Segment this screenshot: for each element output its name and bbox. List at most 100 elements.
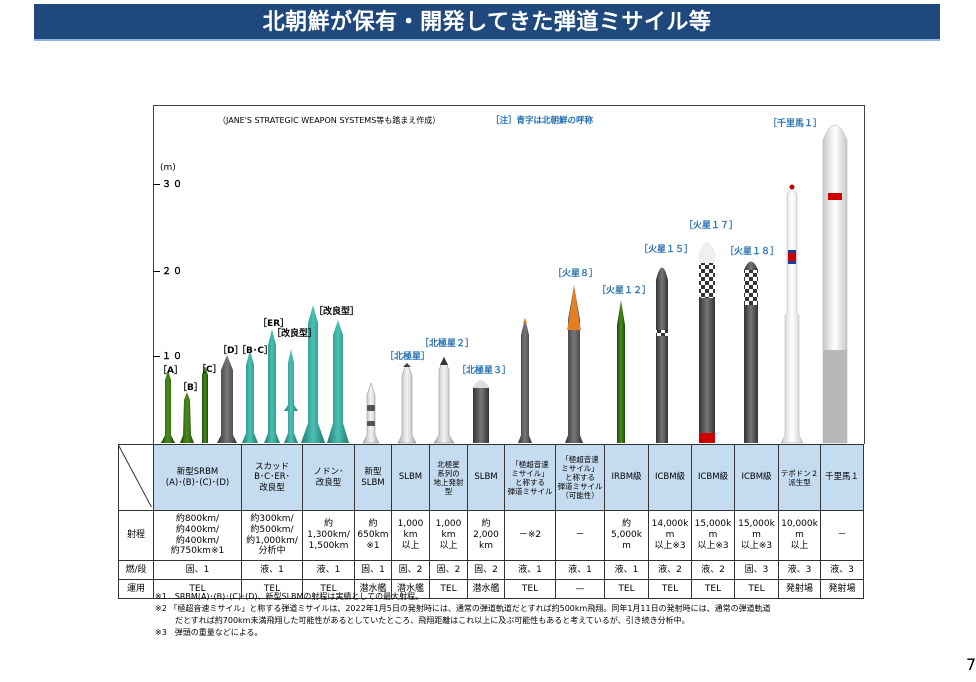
cell-text: 14,000k m 以上※3 <box>651 519 689 551</box>
col-header: 千里馬１ <box>820 444 864 511</box>
col-header: IRBM級 <box>604 444 649 511</box>
missile-spec-table: 新型SRBM (A)･(B)･(C)･(D) スカッド B･C･ER･ 改良型 … <box>118 444 864 599</box>
footnotes: ※1 SRBM(A)･(B)･(C)･(D)、新型SLBMの射程は実績としての最… <box>155 591 875 639</box>
range-cell: 約 1,300km/ 1,500km <box>302 510 355 561</box>
row-header-range: 射程 <box>118 510 154 561</box>
fuel-cell: 液、1 <box>302 560 355 580</box>
cell-text: 15,000k m 以上※3 <box>694 519 732 551</box>
label-pukguksong: ［北極星］ <box>385 352 431 362</box>
missile-scud-improved <box>284 349 298 443</box>
label-srbm-c: ［C］ <box>197 365 222 375</box>
cell-text: 10,000k m 以上 <box>781 519 818 551</box>
cell-text: 1,000 km 以上 <box>435 519 462 551</box>
range-cell: －※2 <box>504 510 556 561</box>
footnote-2: ※2 「極超音速ミサイル」と称する弾道ミサイルは、2022年1月5日の発射時には… <box>155 604 771 613</box>
fuel-cell: 液、1 <box>504 560 556 580</box>
missile-pukguksong-3 <box>473 380 489 443</box>
cell-text: 千里馬１ <box>824 472 859 483</box>
col-header: ICBM級 <box>648 444 692 511</box>
ops-cell: 潜水艦 <box>391 579 430 599</box>
cell-text: SLBM <box>474 472 498 483</box>
fuel-cell: 液、3 <box>778 560 821 580</box>
missile-srbm-b <box>180 392 194 443</box>
label-hwasong-15: ［火星１５］ <box>639 245 694 255</box>
range-cell: 1,000 km 以上 <box>429 510 468 561</box>
cell-text: 約800km/ 約400km/ 約400km/ 約750km※1 <box>170 513 225 557</box>
ops-cell: TEL <box>691 579 735 599</box>
cell-text: 約 2,000 km <box>473 519 499 551</box>
cell-text: 約 650km ※1 <box>357 519 389 551</box>
y-axis-unit: (m) <box>160 163 176 173</box>
col-header: ICBM級 <box>734 444 779 511</box>
fuel-cell: 液、3 <box>820 560 864 580</box>
ops-cell: 発射場 <box>820 579 864 599</box>
table-row-ops: 運用 TEL TEL TEL 潜水艦 潜水艦 TEL 潜水艦 TEL — TEL… <box>118 579 864 599</box>
missile-hypersonic <box>518 318 532 443</box>
row-header-fuel: 燃/段 <box>118 560 154 580</box>
range-cell: － <box>820 510 864 561</box>
cell-text: スカッド B･C･ER･ 改良型 <box>254 462 290 493</box>
cell-text: － <box>837 530 847 541</box>
range-cell: － <box>555 510 605 561</box>
range-cell: 10,000k m 以上 <box>778 510 821 561</box>
cell-text: － <box>575 530 585 541</box>
page-title: 北朝鮮が保有・開発してきた弾道ミサイル等 <box>34 4 940 41</box>
table-header-row: 新型SRBM (A)･(B)･(C)･(D) スカッド B･C･ER･ 改良型 … <box>118 444 864 511</box>
tick-30m: ３０ <box>153 177 184 190</box>
col-header: ノドン･ 改良型 <box>302 444 355 511</box>
range-cell: 15,000k m 以上※3 <box>691 510 735 561</box>
fuel-cell: 液、1 <box>241 560 303 580</box>
missile-pukguksong-2 <box>433 356 455 444</box>
col-header: ICBM級 <box>691 444 735 511</box>
rocket-chollima-1 <box>822 124 848 444</box>
cell-text: 新型SRBM (A)･(B)･(C)･(D) <box>165 467 230 488</box>
missile-hwasong-17 <box>699 242 715 443</box>
label-pukguksong-2: ［北極星２］ <box>420 339 475 349</box>
label-hwasong-18: ［火星１８］ <box>725 247 780 257</box>
cell-text: 「極超音速 ミサイル」 と称する 弾道ミサイル <box>507 459 553 496</box>
label-srbm-a: ［A］ <box>158 366 183 376</box>
fuel-cell: 固、3 <box>734 560 779 580</box>
table-row-fuel: 燃/段 固、1 液、1 液、1 固、1 固、2 固、2 固、2 液、1 液、1 … <box>118 560 864 580</box>
cell-text: 「極超音速 ミサイル」 と称する 弾道ミサイル （可能性） <box>557 455 603 500</box>
col-header: 「極超音速 ミサイル」 と称する 弾道ミサイル （可能性） <box>555 444 605 511</box>
cell-text: 15,000k m 以上※3 <box>738 519 775 551</box>
missile-pukguksong <box>397 362 417 444</box>
missile-srbm-a <box>161 370 175 443</box>
label-hwasong-17: ［火星１７］ <box>684 221 739 231</box>
cell-text: 北極星 系列の 地上発射型 <box>433 459 464 496</box>
footnote-2-cont: だとすれば約700km未満飛翔した可能性があるとしていたところ、飛翔距離はこれ以… <box>175 616 690 625</box>
col-header: SLBM <box>467 444 505 511</box>
table-row-range: 射程 約800km/ 約400km/ 約400km/ 約750km※1 約300… <box>118 510 864 561</box>
footnote-3: ※3 弾頭の重量などによる。 <box>155 628 263 637</box>
page-number: 7 <box>966 655 976 674</box>
fuel-cell: 固、1 <box>354 560 392 580</box>
range-cell: 1,000 km 以上 <box>391 510 430 561</box>
label-srbm-d: ［D］ <box>218 346 244 356</box>
rocket-taepodong-2 <box>780 184 804 444</box>
name-color-note: ［注］青字は北朝鮮の呼称 <box>491 116 594 126</box>
range-cell: 約 650km ※1 <box>354 510 392 561</box>
table-corner <box>118 444 154 511</box>
cell-text: 新型 SLBM <box>361 467 385 488</box>
fuel-cell: 固、2 <box>467 560 505 580</box>
footnote-1: ※1 SRBM(A)･(B)･(C)･(D)、新型SLBMの射程は実績としての最… <box>155 592 424 601</box>
missile-scud-bc <box>242 350 258 443</box>
fuel-cell: 液、2 <box>648 560 692 580</box>
missile-new-slbm <box>362 382 380 444</box>
missile-hwasong-12 <box>617 300 625 443</box>
range-cell: 約300km/ 約500km/ 約1,000km/ 分析中 <box>241 510 303 561</box>
label-scud-improved: ［改良型］ <box>272 329 318 339</box>
cell-text: テポドン２ 派生型 <box>780 468 819 487</box>
cell-text: IRBM級 <box>611 472 642 483</box>
col-header: 新型 SLBM <box>354 444 392 511</box>
cell-text: ICBM級 <box>654 472 686 483</box>
source-note: （JANE'S STRATEGIC WEAPON SYSTEMS等も踏まえ作成） <box>218 116 441 125</box>
cell-text: 1,000 km 以上 <box>397 519 424 551</box>
col-header: 新型SRBM (A)･(B)･(C)･(D) <box>153 444 242 511</box>
label-chollima-1: ［千里馬１］ <box>768 119 823 129</box>
fuel-cell: 液、2 <box>691 560 735 580</box>
col-header: 北極星 系列の 地上発射型 <box>429 444 468 511</box>
cell-text: 約 5,000k m <box>611 519 642 551</box>
fuel-cell: 固、1 <box>153 560 242 580</box>
